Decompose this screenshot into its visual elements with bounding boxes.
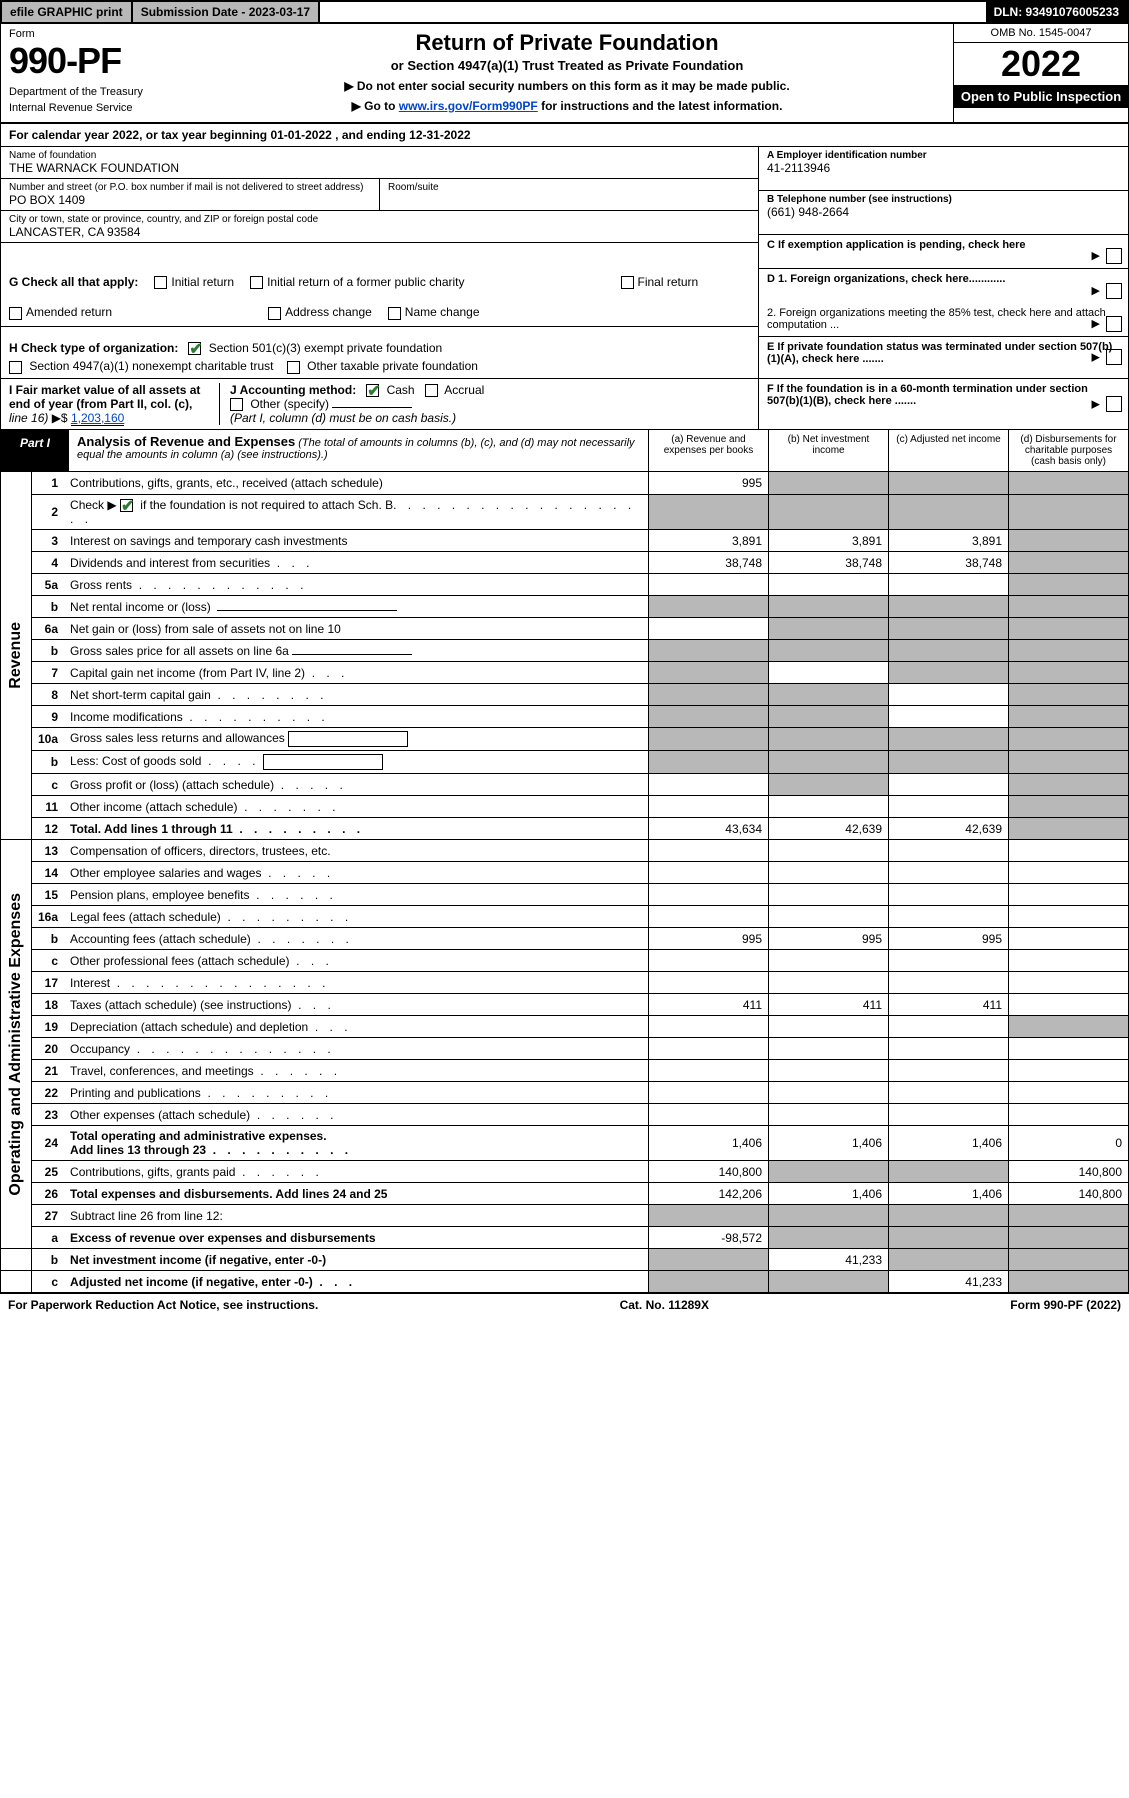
col-c-header: (c) Adjusted net income <box>888 430 1008 471</box>
dln-label: DLN: 93491076005233 <box>986 2 1127 22</box>
i-lead: I Fair market value of all assets at end… <box>9 383 200 411</box>
i-line16: line 16) <box>9 411 48 425</box>
form-title: Return of Private Foundation <box>191 30 943 56</box>
g-d-row: G Check all that apply: Initial return I… <box>0 269 1129 337</box>
g-address-change-checkbox[interactable] <box>268 307 281 320</box>
j-lead: J Accounting method: <box>230 383 356 397</box>
j-accrual-checkbox[interactable] <box>425 384 438 397</box>
ein-label: A Employer identification number <box>767 150 1120 161</box>
ssn-warning: ▶ Do not enter social security numbers o… <box>191 79 943 93</box>
ein-value: 41-2113946 <box>767 161 1120 175</box>
j-other-checkbox[interactable] <box>230 398 243 411</box>
dept-treasury: Department of the Treasury <box>9 86 173 98</box>
form-footer-label: Form 990-PF (2022) <box>1010 1298 1121 1312</box>
part1-label: Part I <box>1 430 69 471</box>
h-501c3-label: Section 501(c)(3) exempt private foundat… <box>209 341 442 355</box>
e-checkbox[interactable] <box>1106 349 1122 365</box>
e-text: E If private foundation status was termi… <box>767 341 1112 365</box>
instructions-link[interactable]: www.irs.gov/Form990PF <box>399 99 538 113</box>
arrow-icon: ▶ <box>1092 351 1100 364</box>
col-b-header: (b) Net investment income <box>768 430 888 471</box>
submission-date: Submission Date - 2023-03-17 <box>133 2 320 22</box>
arrow-icon: ▶ <box>1092 317 1100 330</box>
i-j-f-row: I Fair market value of all assets at end… <box>0 379 1129 431</box>
form-number: 990-PF <box>9 40 173 82</box>
g-name-change-checkbox[interactable] <box>388 307 401 320</box>
d2-checkbox[interactable] <box>1106 316 1122 332</box>
g-lead: G Check all that apply: <box>9 275 138 289</box>
h-4947-label: Section 4947(a)(1) nonexempt charitable … <box>29 359 273 373</box>
part1-title: Analysis of Revenue and Expenses <box>77 434 295 449</box>
d2-text: 2. Foreign organizations meeting the 85%… <box>767 307 1106 331</box>
g-amended-return-checkbox[interactable] <box>9 307 22 320</box>
arrow-icon: ▶ <box>1092 397 1100 410</box>
form-label: Form <box>9 28 173 40</box>
line-2-checkbox[interactable] <box>120 499 133 512</box>
g-final-return-checkbox[interactable] <box>621 276 634 289</box>
h-e-row: H Check type of organization: Section 50… <box>0 337 1129 379</box>
c-exemption-text: C If exemption application is pending, c… <box>767 239 1026 251</box>
c-checkbox[interactable] <box>1106 248 1122 264</box>
h-other-label: Other taxable private foundation <box>307 359 478 373</box>
room-label: Room/suite <box>388 182 750 193</box>
omb-number: OMB No. 1545-0047 <box>954 24 1128 43</box>
top-bar: efile GRAPHIC print Submission Date - 20… <box>0 0 1129 24</box>
j-note: (Part I, column (d) must be on cash basi… <box>230 411 456 425</box>
address-value: PO BOX 1409 <box>9 193 371 207</box>
goto-note: ▶ Go to www.irs.gov/Form990PF for instru… <box>191 99 943 113</box>
page-footer: For Paperwork Reduction Act Notice, see … <box>0 1293 1129 1316</box>
part1-table: Revenue 1 Contributions, gifts, grants, … <box>0 472 1129 1293</box>
h-other-checkbox[interactable] <box>287 361 300 374</box>
h-501c3-checkbox[interactable] <box>188 342 201 355</box>
line-2-desc: Check ▶ if the foundation is not require… <box>64 494 648 529</box>
open-to-public: Open to Public Inspection <box>954 85 1128 108</box>
arrow-icon: ▶ <box>1092 284 1100 297</box>
name-label: Name of foundation <box>9 150 750 161</box>
line-1-a: 995 <box>649 472 769 494</box>
h-lead: H Check type of organization: <box>9 341 178 355</box>
calendar-year-line: For calendar year 2022, or tax year begi… <box>0 124 1129 147</box>
d1-checkbox[interactable] <box>1106 283 1122 299</box>
h-4947-checkbox[interactable] <box>9 361 22 374</box>
form-subtitle: or Section 4947(a)(1) Trust Treated as P… <box>191 58 943 73</box>
line-1-desc: Contributions, gifts, grants, etc., rece… <box>64 472 648 494</box>
address-label: Number and street (or P.O. box number if… <box>9 182 371 193</box>
identity-block: Name of foundation THE WARNACK FOUNDATIO… <box>0 147 1129 269</box>
part1-header: Part I Analysis of Revenue and Expenses … <box>0 430 1129 472</box>
paperwork-notice: For Paperwork Reduction Act Notice, see … <box>8 1298 318 1312</box>
f-checkbox[interactable] <box>1106 396 1122 412</box>
j-cash-checkbox[interactable] <box>366 384 379 397</box>
city-value: LANCASTER, CA 93584 <box>9 225 750 239</box>
dept-irs: Internal Revenue Service <box>9 102 173 114</box>
g-initial-return-checkbox[interactable] <box>154 276 167 289</box>
phone-value: (661) 948-2664 <box>767 205 1120 219</box>
i-fmv-value[interactable]: 1,203,160 <box>71 411 124 426</box>
phone-label: B Telephone number (see instructions) <box>767 194 1120 205</box>
expenses-section-label: Operating and Administrative Expenses <box>7 893 25 1196</box>
col-a-header: (a) Revenue and expenses per books <box>648 430 768 471</box>
city-label: City or town, state or province, country… <box>9 214 750 225</box>
d1-text: D 1. Foreign organizations, check here..… <box>767 273 1005 285</box>
foundation-name: THE WARNACK FOUNDATION <box>9 161 750 175</box>
f-text: F If the foundation is in a 60-month ter… <box>767 383 1088 407</box>
g-initial-former-checkbox[interactable] <box>250 276 263 289</box>
catalog-number: Cat. No. 11289X <box>620 1298 709 1312</box>
tax-year: 2022 <box>954 43 1128 85</box>
efile-print-button[interactable]: efile GRAPHIC print <box>2 2 133 22</box>
revenue-section-label: Revenue <box>7 622 25 689</box>
form-header: Form 990-PF Department of the Treasury I… <box>0 24 1129 122</box>
col-d-header: (d) Disbursements for charitable purpose… <box>1008 430 1128 471</box>
arrow-icon: ▶ <box>1092 249 1100 262</box>
